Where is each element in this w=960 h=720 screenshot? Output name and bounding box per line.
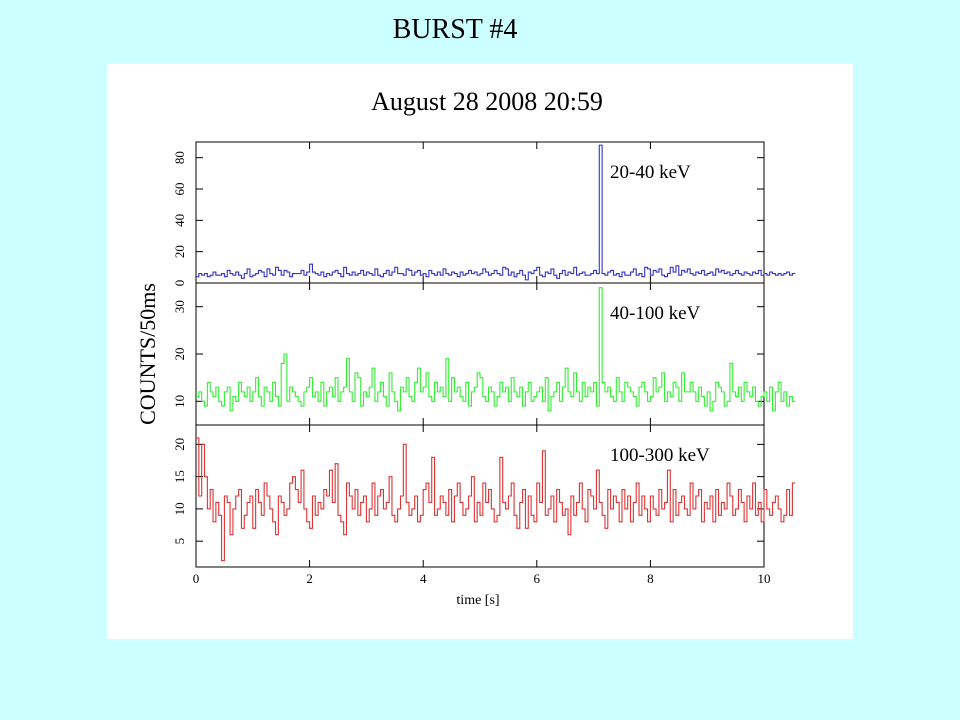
y-tick-label: 20 xyxy=(172,245,187,258)
chart-title: August 28 2008 20:59 xyxy=(371,87,603,116)
x-tick-label: 0 xyxy=(193,571,200,586)
y-tick-label: 20 xyxy=(172,438,187,451)
x-tick-label: 4 xyxy=(420,571,427,586)
slide-title: BURST #4 xyxy=(392,14,518,45)
x-tick-label: 6 xyxy=(534,571,541,586)
y-tick-label: 30 xyxy=(172,300,187,313)
y-tick-label: 0 xyxy=(172,280,187,287)
series-line xyxy=(196,287,796,412)
x-tick-label: 2 xyxy=(306,571,313,586)
y-axis-label: COUNTS/50ms xyxy=(135,283,160,425)
y-tick-label: 40 xyxy=(172,214,187,227)
y-tick-label: 10 xyxy=(172,502,187,515)
x-tick-label: 8 xyxy=(647,571,654,586)
energy-band-label: 100-300 keV xyxy=(610,445,710,466)
y-tick-label: 60 xyxy=(172,183,187,196)
y-tick-label: 20 xyxy=(172,348,187,361)
series-line xyxy=(196,144,796,281)
series-line xyxy=(196,437,796,562)
energy-band-label: 40-100 keV xyxy=(610,303,701,324)
y-tick-label: 10 xyxy=(172,395,187,408)
y-tick-label: 80 xyxy=(172,151,187,164)
chart: August 28 2008 20:59 COUNTS/50ms time [s… xyxy=(135,87,796,608)
y-tick-label: 15 xyxy=(172,470,187,483)
y-tick-label: 5 xyxy=(172,538,187,545)
figure-panel: August 28 2008 20:59 COUNTS/50ms time [s… xyxy=(107,64,853,639)
x-axis-label: time [s] xyxy=(456,593,499,608)
energy-band-label: 20-40 keV xyxy=(610,162,691,183)
x-tick-label: 10 xyxy=(758,571,771,586)
